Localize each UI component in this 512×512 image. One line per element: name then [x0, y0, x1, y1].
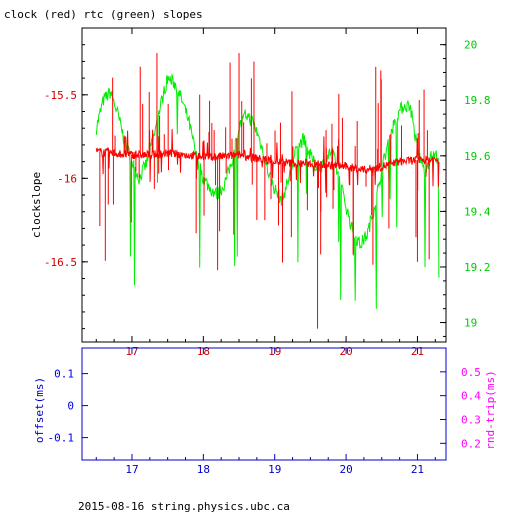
bottom-x-tick-label: 20 — [339, 463, 352, 476]
chart-title: clock (red) rtc (green) slopes — [4, 8, 203, 21]
top-y-axis-label: clockslope — [30, 172, 43, 238]
bottom-plot-frame — [81, 347, 447, 461]
top-left-tick-label: -15.5 — [44, 89, 77, 102]
footer-label: 2015-08-16 string.physics.ubc.ca — [78, 500, 290, 512]
top-right-tick-label: 19.2 — [464, 261, 491, 274]
top-right-tick-label: 19.8 — [464, 94, 491, 107]
top-right-tick-label: 19.6 — [464, 150, 491, 163]
bottom-x-tick-label: 18 — [197, 463, 210, 476]
bottom-right-tick-label: 0.4 — [461, 390, 481, 403]
top-right-tick-label: 20 — [464, 39, 477, 52]
clock-slope-line — [95, 129, 440, 193]
top-left-tick-label: -16 — [57, 172, 77, 185]
bottom-right-tick-label: 0.3 — [461, 413, 481, 426]
bottom-right-tick-label: 0.5 — [461, 366, 481, 379]
bottom-x-tick-label: 19 — [268, 463, 281, 476]
rtc-slope-line — [95, 73, 440, 309]
top-right-tick-label: 19 — [464, 317, 477, 330]
bottom-left-axis-label: offset(ms) — [33, 377, 46, 443]
bottom-x-tick-label: 17 — [125, 463, 138, 476]
top-right-tick-label: 19.4 — [464, 205, 491, 218]
top-plot-series — [95, 53, 440, 329]
top-left-tick-label: -16.5 — [44, 256, 77, 269]
top-plot-frame — [81, 27, 447, 343]
bottom-left-tick-label: -0.1 — [48, 432, 75, 445]
bottom-right-axis-label: rnd-trip(ms) — [484, 370, 497, 449]
bottom-right-tick-label: 0.2 — [461, 437, 481, 450]
bottom-x-tick-label: 21 — [411, 463, 424, 476]
bottom-plot-axes: 17 18 19 20 21 0.1 0 -0.1 0.2 0.3 0.4 0.5 — [48, 348, 481, 476]
bottom-left-tick-label: 0.1 — [54, 368, 74, 381]
bottom-left-tick-label: 0 — [67, 400, 74, 413]
